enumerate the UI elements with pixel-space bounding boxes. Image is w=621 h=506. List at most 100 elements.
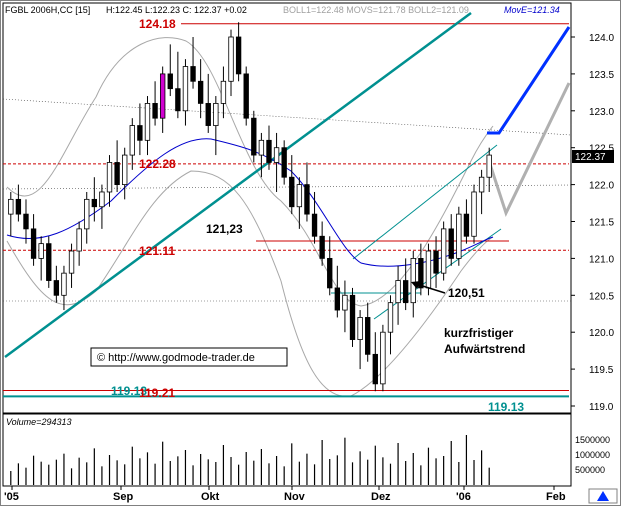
price-axis: 124.0 123.5 123.0 122.5 122.0 121.5 121.0 120.5… — [571, 33, 614, 413]
label-low: 119.21 — [139, 386, 175, 400]
candle-body-55 — [425, 250, 432, 289]
candle-body-62 — [478, 176, 485, 193]
time-tick-label-1: Sep — [113, 491, 133, 503]
long-trendline — [4, 11, 472, 359]
candle-body-58 — [448, 228, 454, 259]
candle-body-23 — [182, 66, 189, 112]
price-tick-label-6: 121.0 — [589, 254, 614, 265]
candle-body-18 — [144, 103, 151, 141]
band-upper — [6, 37, 494, 307]
volume-tick-label-2: 500000 — [575, 465, 605, 475]
price-tick-label-8: 120.0 — [589, 328, 614, 339]
candle-body-4 — [38, 243, 44, 259]
candle-body-16 — [129, 125, 135, 156]
time-tick-label-6: Feb — [546, 491, 566, 503]
candle-body-11 — [91, 198, 98, 208]
price-tick-label-1: 123.5 — [589, 70, 614, 81]
candle-body-9 — [76, 228, 82, 252]
candle-body-53 — [410, 257, 416, 304]
candle-body-15 — [122, 154, 128, 186]
candle-body-25 — [197, 80, 204, 104]
price-tick-label-10: 119.0 — [589, 402, 614, 413]
candle-body-40 — [311, 213, 318, 237]
channel-upper-line — [352, 144, 498, 260]
candle-body-60 — [463, 213, 470, 237]
candle-body-42 — [327, 257, 333, 289]
candle-body-20 — [159, 73, 166, 119]
volume-tick-label-0: 1500000 — [575, 435, 610, 445]
candle-body-0 — [8, 198, 14, 215]
candle-body-26 — [205, 103, 211, 126]
volume-panel — [2, 413, 572, 487]
header-ohlc: H:122.45 L:122.23 C: 122.37 +0.02 — [106, 5, 247, 15]
candle-body-8 — [68, 250, 75, 274]
candle-body-46 — [357, 317, 363, 340]
label-mid-low: 120,51 — [448, 286, 485, 300]
candle-body-50 — [387, 302, 394, 333]
candle-body-31 — [243, 73, 249, 119]
candle-body-12 — [99, 191, 105, 208]
candle-body-39 — [304, 184, 310, 215]
candle-body-56 — [433, 250, 439, 274]
header-indicators: BOLL1=122.48 MOVS=121.78 BOLL2=121.09 — [283, 5, 469, 15]
candle-body-24 — [190, 66, 196, 82]
current-price-text: 122.37 — [575, 152, 606, 163]
label-resistance: 122.28 — [139, 157, 176, 171]
candle-body-19 — [152, 103, 158, 119]
scroll-up-icon[interactable] — [597, 491, 609, 501]
candle-body-3 — [30, 228, 37, 259]
candle-body-29 — [228, 36, 234, 82]
candle-body-6 — [53, 280, 60, 296]
candle-body-43 — [334, 287, 341, 311]
dotted-guide-3 — [2, 98, 572, 136]
price-tick-label-3: 122.5 — [589, 144, 614, 155]
candle-body-7 — [61, 272, 67, 296]
current-price-tag — [572, 150, 614, 163]
candle-body-21 — [167, 73, 173, 90]
candle-body-5 — [46, 243, 52, 281]
label-base-left: 119.13 — [111, 384, 147, 398]
price-tick-label-5: 121.5 — [589, 218, 614, 229]
label-mid-high: 121,23 — [206, 222, 243, 236]
candles — [8, 22, 492, 392]
time-tick-label-0: '05 — [4, 491, 19, 503]
header-symbol: FGBL 2006H,CC [15] — [5, 5, 90, 15]
time-tick-label-4: Dez — [371, 491, 391, 503]
volume-label: Volume=294313 — [6, 417, 71, 427]
price-tick-label-0: 124.0 — [589, 33, 614, 44]
candle-body-34 — [266, 139, 272, 163]
candle-body-48 — [372, 353, 378, 385]
candle-body-35 — [273, 147, 280, 163]
copyright-text: © http://www.godmode-trader.de — [97, 352, 255, 364]
price-tick-label-7: 120.5 — [589, 291, 614, 302]
candle-body-57 — [440, 228, 447, 274]
candle-body-17 — [137, 125, 143, 141]
candle-body-61 — [471, 191, 477, 237]
trend-text-line2: Aufwärtstrend — [444, 342, 525, 356]
copyright-box — [90, 347, 288, 367]
label-support: 121.11 — [139, 244, 175, 258]
candle-body-49 — [380, 331, 386, 385]
candle-body-54 — [418, 257, 424, 289]
candle-body-52 — [402, 280, 409, 304]
candle-body-44 — [342, 294, 348, 311]
candle-body-37 — [289, 176, 295, 208]
annotation-arrowhead — [411, 281, 421, 289]
candle-body-28 — [220, 80, 227, 104]
price-tick-label-9: 119.5 — [589, 365, 614, 376]
trend-text-line1: kurzfristiger — [444, 326, 514, 340]
candle-body-63 — [486, 154, 492, 178]
candle-body-10 — [84, 198, 90, 230]
candle-body-30 — [235, 36, 242, 75]
volume-bars — [10, 435, 490, 485]
volume-axis: 1500000 1000000 500000 — [575, 435, 610, 475]
label-high: 124.18 — [139, 17, 176, 31]
channel-lower-line — [373, 228, 502, 320]
time-tick-label-2: Okt — [201, 491, 220, 503]
projection-blue — [487, 26, 571, 135]
candle-body-51 — [395, 280, 401, 304]
price-tick-label-4: 122.0 — [589, 181, 614, 192]
candle-body-13 — [106, 162, 113, 193]
